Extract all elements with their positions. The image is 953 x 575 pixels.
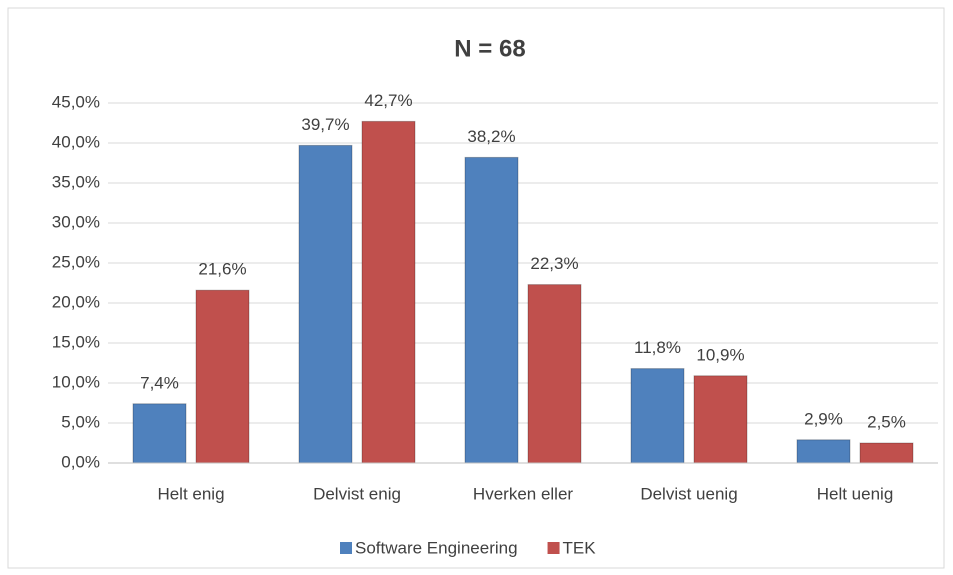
data-label: 21,6% bbox=[198, 260, 246, 279]
data-label: 39,7% bbox=[301, 115, 349, 134]
bar bbox=[630, 368, 685, 464]
data-label: 38,2% bbox=[467, 127, 515, 146]
x-tick-label: Delvist uenig bbox=[640, 484, 737, 503]
data-label: 2,9% bbox=[804, 409, 843, 428]
bar bbox=[859, 442, 914, 464]
y-tick-label: 25,0% bbox=[52, 252, 100, 271]
y-tick-label: 20,0% bbox=[52, 292, 100, 311]
y-tick-label: 35,0% bbox=[52, 172, 100, 191]
x-tick-label: Delvist enig bbox=[313, 484, 401, 503]
legend-swatch bbox=[547, 542, 560, 554]
legend-swatch bbox=[340, 542, 352, 554]
y-tick-label: 5,0% bbox=[61, 412, 100, 431]
y-tick-label: 10,0% bbox=[52, 372, 100, 391]
data-label: 11,8% bbox=[634, 338, 681, 357]
x-tick-label: Helt enig bbox=[157, 484, 224, 503]
data-label: 10,9% bbox=[696, 345, 744, 364]
chart-title: N = 68 bbox=[454, 35, 525, 62]
bar bbox=[361, 120, 416, 464]
data-label: 7,4% bbox=[140, 373, 179, 392]
y-tick-label: 15,0% bbox=[52, 332, 100, 351]
bar bbox=[298, 144, 353, 464]
y-tick-label: 0,0% bbox=[61, 452, 100, 471]
x-tick-label: Hverken eller bbox=[473, 484, 573, 503]
y-tick-label: 30,0% bbox=[52, 212, 100, 231]
y-tick-label: 40,0% bbox=[52, 132, 100, 151]
data-label: 42,7% bbox=[364, 91, 412, 110]
bar bbox=[796, 439, 851, 464]
x-tick-label: Helt uenig bbox=[817, 484, 894, 503]
y-tick-label: 45,0% bbox=[52, 92, 100, 111]
legend-label: TEK bbox=[563, 538, 597, 557]
bar bbox=[527, 284, 582, 464]
data-label: 2,5% bbox=[867, 412, 906, 431]
legend-label: Software Engineering bbox=[355, 538, 518, 557]
bar bbox=[195, 289, 250, 464]
bar bbox=[464, 156, 519, 464]
bar bbox=[132, 403, 187, 464]
data-label: 22,3% bbox=[530, 254, 578, 273]
bar bbox=[693, 375, 748, 464]
